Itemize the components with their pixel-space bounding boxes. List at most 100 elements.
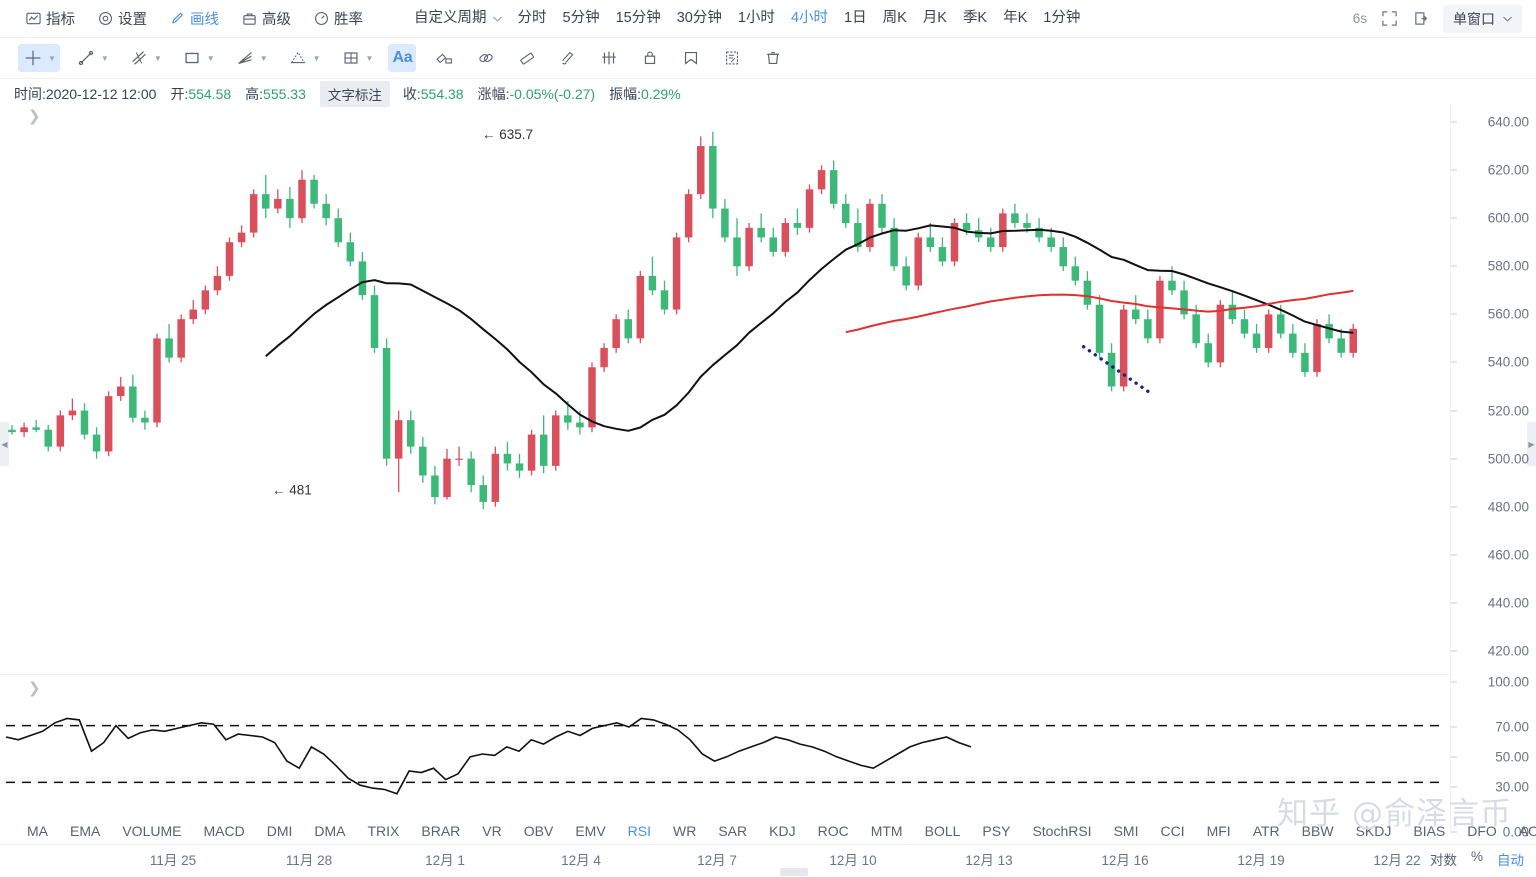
text-annotation-button[interactable]: 文字标注 <box>319 81 390 107</box>
indicator-tab-kdj[interactable]: KDJ <box>769 823 796 839</box>
indicator-tab-smi[interactable]: SMI <box>1113 823 1139 839</box>
tool-angle-fan[interactable]: ▼ <box>230 44 272 72</box>
tool-magnet[interactable] <box>471 44 501 72</box>
timeframe-quarter[interactable]: 季K <box>962 10 988 26</box>
window-mode-select[interactable]: 单窗口 <box>1443 4 1522 33</box>
tool-notes[interactable] <box>717 44 747 72</box>
tool-bookmark[interactable] <box>676 44 706 72</box>
tool-brush[interactable] <box>553 44 583 72</box>
timeframe-4h[interactable]: 4小时 <box>790 10 829 26</box>
candlestick-svg: ← 635.7 ← 481 <box>8 127 1357 510</box>
indicator-tab-rsi[interactable]: RSI <box>627 823 652 839</box>
indicator-tab-mfi[interactable]: MFI <box>1206 823 1231 839</box>
indicator-tab-obv[interactable]: OBV <box>523 823 554 839</box>
menu-item-draw[interactable]: 画线 <box>158 0 230 37</box>
price-tick-480.00: 480.00 <box>1487 499 1529 515</box>
indicator-tab-ema[interactable]: EMA <box>70 823 101 839</box>
timeframe-1w[interactable]: 周K <box>882 10 907 26</box>
date-axis[interactable]: 11月 25 11月 28 12月 1 12月 4 12月 7 12月 10 12月 13 1… <box>0 845 1536 877</box>
timeframe-30m[interactable]: 30分钟 <box>676 10 722 26</box>
menu-item-advanced[interactable]: 高级 <box>230 0 302 37</box>
timeframe-1h[interactable]: 1小时 <box>737 10 775 26</box>
trendline-icon <box>75 47 97 69</box>
indicator-tab-bar[interactable]: MA EMA VOLUME MACD DMI DMA TRIX BRAR VR OBV EMV RSI… <box>0 818 1536 845</box>
chevron-down-icon[interactable]: ▼ <box>259 53 268 63</box>
indicator-tab-skdj[interactable]: SKDJ <box>1355 823 1392 839</box>
indicator-tab-ao[interactable]: AO <box>1518 823 1536 839</box>
indicator-tab-brar[interactable]: BRAR <box>421 823 461 839</box>
indicator-tab-mtm[interactable]: MTM <box>870 823 903 839</box>
bookmark-icon <box>680 47 702 69</box>
tool-delete-all[interactable] <box>758 44 788 72</box>
menu-item-indicators[interactable]: 指标 <box>14 0 86 37</box>
timeframe-fenshi[interactable]: 分时 <box>517 10 547 26</box>
tool-pitchfork[interactable]: ▼ <box>283 44 325 72</box>
indicator-tab-dmi[interactable]: DMI <box>266 823 293 839</box>
chevron-down-icon[interactable]: ▼ <box>206 53 215 63</box>
snapshot-icon[interactable] <box>1411 9 1431 29</box>
horizontal-scroll-handle[interactable] <box>780 868 808 876</box>
main-pane-expander-icon[interactable]: ❯ <box>28 108 41 125</box>
tool-ruler[interactable] <box>512 44 542 72</box>
indicator-tab-ma[interactable]: MA <box>27 823 48 839</box>
date-tick-5: 12月 10 <box>829 853 877 868</box>
left-collapse-handle[interactable]: ◀ <box>0 422 9 466</box>
axis-option-%[interactable]: % <box>1470 849 1483 864</box>
indicator-tab-atr[interactable]: ATR <box>1252 823 1280 839</box>
indicator-tab-dma[interactable]: DMA <box>314 823 346 839</box>
indicator-tab-boll[interactable]: BOLL <box>924 823 961 839</box>
tool-measure[interactable] <box>430 44 460 72</box>
menu-item-settings[interactable]: 设置 <box>86 0 158 37</box>
timeframe-5m[interactable]: 5分钟 <box>562 10 600 26</box>
tool-fib-retracement[interactable]: ▼ <box>336 44 378 72</box>
tool-text-label[interactable]: Aa <box>388 44 417 72</box>
rsi-tick-mark <box>1451 786 1457 788</box>
indicator-tab-wr[interactable]: WR <box>673 823 697 839</box>
indicator-tab-roc[interactable]: ROC <box>817 823 849 839</box>
timeframe-1m[interactable]: 1分钟 <box>1043 10 1081 26</box>
indicator-tab-dfo[interactable]: DFO <box>1467 823 1497 839</box>
tool-crosshair[interactable]: ▼ <box>18 44 60 72</box>
indicator-tab-trix[interactable]: TRIX <box>367 823 400 839</box>
fullscreen-icon[interactable] <box>1379 9 1399 29</box>
indicator-tab-macd[interactable]: MACD <box>203 823 245 839</box>
indicator-tab-emv[interactable]: EMV <box>575 823 606 839</box>
rsi-pane[interactable] <box>0 674 1450 835</box>
tool-parallel-channel[interactable]: ▼ <box>124 44 166 72</box>
chevron-down-icon[interactable]: ▼ <box>48 53 56 63</box>
chevron-down-icon[interactable]: ▼ <box>100 53 109 63</box>
tool-trendline[interactable]: ▼ <box>71 44 113 72</box>
chart-indicator-icon <box>25 11 41 27</box>
timeframe-1mo[interactable]: 月K <box>922 10 947 26</box>
chevron-down-icon[interactable]: ▼ <box>365 53 374 63</box>
chevron-down-icon[interactable]: ▼ <box>153 53 162 63</box>
price-axis[interactable]: 640.00 620.00 600.00 580.00 560.00 540.00 520.… <box>1450 104 1536 840</box>
chart-container[interactable]: ❯ ❯ ◀ ▶ ← 635.7 ← 481 640.00 620.00 600.00 5… <box>0 104 1536 840</box>
tool-lock[interactable] <box>635 44 665 72</box>
indicator-tab-volume[interactable]: VOLUME <box>122 823 182 839</box>
indicator-tab-psy[interactable]: PSY <box>982 823 1011 839</box>
tool-rectangle[interactable]: ▼ <box>177 44 219 72</box>
chevron-down-icon[interactable]: ▼ <box>312 53 321 63</box>
info-time: 时间:2020-12-12 12:00 <box>14 84 156 104</box>
info-amplitude-value: 0.29% <box>640 86 681 102</box>
indicator-tab-sar[interactable]: SAR <box>718 823 748 839</box>
timeframe-1d[interactable]: 1日 <box>844 10 867 26</box>
sub-pane-expander-icon[interactable]: ❯ <box>28 680 41 697</box>
axis-option-对数[interactable]: 对数 <box>1429 853 1457 868</box>
indicator-tab-cci[interactable]: CCI <box>1160 823 1185 839</box>
indicator-tab-vr[interactable]: VR <box>482 823 502 839</box>
indicator-tab-bbw[interactable]: BBW <box>1301 823 1334 839</box>
axis-option-自动[interactable]: 自动 <box>1497 853 1524 868</box>
candlestick-pane[interactable]: ← 635.7 ← 481 <box>0 104 1450 669</box>
tool-fork[interactable] <box>594 44 624 72</box>
info-open-label: 开: <box>170 86 189 102</box>
axis-options[interactable]: 对数% 自动 <box>1430 849 1524 869</box>
timeframe-year[interactable]: 年K <box>1003 10 1028 26</box>
timeframe-15m[interactable]: 15分钟 <box>615 10 661 26</box>
indicator-tab-bias[interactable]: BIAS <box>1413 823 1446 839</box>
right-collapse-handle[interactable]: ▶ <box>1527 422 1536 466</box>
custom-period-selector[interactable]: 自定义周期 <box>400 0 510 37</box>
menu-item-winrate[interactable]: 胜率 <box>302 0 374 37</box>
indicator-tab-stochrsi[interactable]: StochRSI <box>1032 823 1092 839</box>
